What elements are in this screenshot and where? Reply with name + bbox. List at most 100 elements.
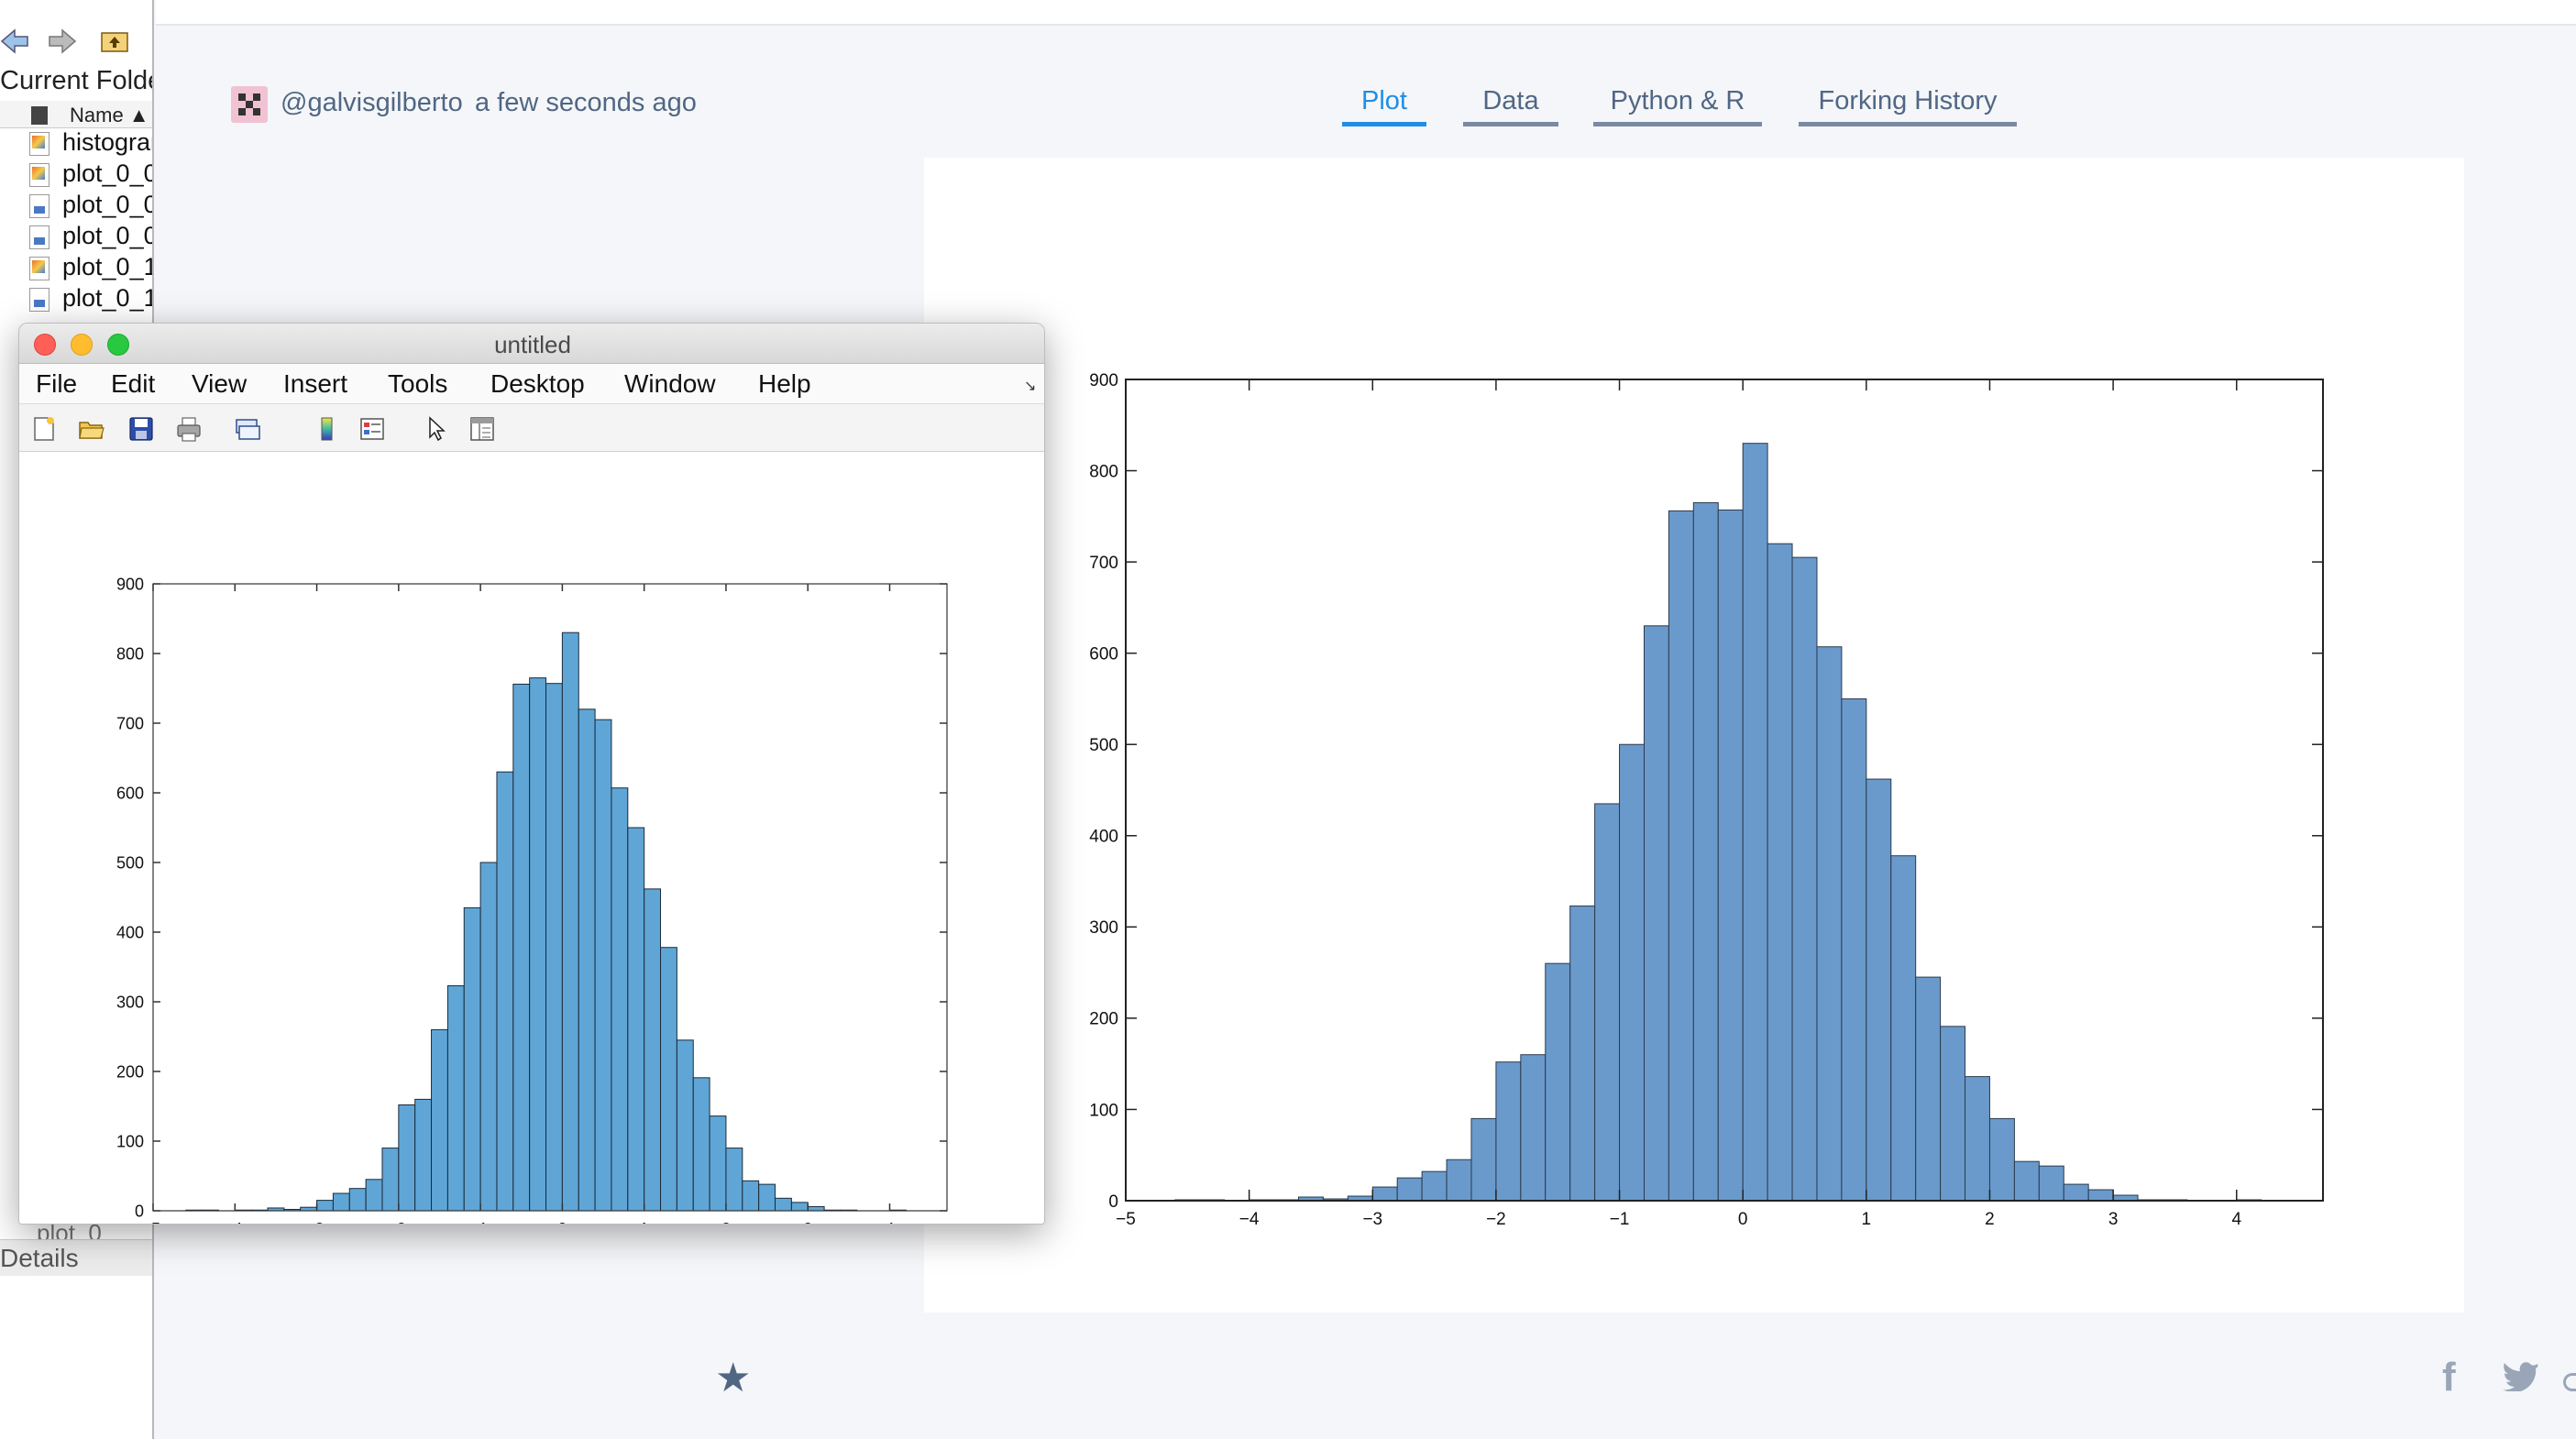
details-panel-header[interactable]: Details [0, 1239, 152, 1276]
matlab-figure-window: untitled File Edit View Insert Tools Des… [18, 323, 1045, 1225]
histogram-bar [1520, 1054, 1547, 1202]
avatar[interactable] [231, 86, 268, 123]
histogram-bar [1495, 1061, 1522, 1202]
histogram-bar [446, 985, 465, 1212]
colorbar-icon[interactable] [313, 415, 340, 443]
new-figure-icon[interactable] [30, 415, 58, 443]
histogram-bar [529, 677, 547, 1212]
edit-plot-cursor-icon[interactable] [423, 415, 450, 443]
x-tick-label: −1 [1610, 1210, 1630, 1229]
file-name: plot_0_0 [62, 191, 154, 218]
x-tick-label: 0 [1738, 1210, 1748, 1229]
y-tick-label: 800 [116, 644, 144, 663]
png-file-icon [29, 194, 50, 218]
facebook-icon[interactable]: f [2442, 1355, 2456, 1400]
star-icon[interactable]: ★ [715, 1356, 752, 1401]
histogram-bar [1421, 1170, 1448, 1202]
histogram-bar [790, 1202, 809, 1212]
histogram-bar [692, 1077, 710, 1212]
file-name: plot_0_1 [62, 284, 154, 312]
open-file-icon[interactable] [78, 415, 105, 443]
menu-view[interactable]: View [192, 369, 248, 398]
file-type-icon [31, 106, 48, 125]
maximize-window-icon[interactable] [107, 334, 129, 356]
tab-python-r[interactable]: Python & R [1593, 86, 1762, 126]
menu-edit[interactable]: Edit [111, 369, 156, 398]
top-bar [156, 0, 2576, 26]
histogram-bar [463, 906, 481, 1212]
file-row[interactable]: plot_0_0 [0, 159, 152, 191]
matlab-histogram[interactable]: -5 -4 -3 -2 -1 0 1 2 3 4 0 100 200 300 400 500 600 700 800… [19, 454, 1045, 1225]
y-tick-label: 300 [1089, 918, 1118, 938]
histogram-bar [398, 1104, 416, 1212]
histogram-bar [1470, 1117, 1497, 1202]
histogram-bar [1816, 646, 1843, 1202]
y-tick-label: 400 [1089, 828, 1118, 847]
histogram-bar [512, 683, 531, 1212]
tab-plot[interactable]: Plot [1342, 86, 1426, 126]
up-folder-icon[interactable] [99, 27, 130, 55]
histogram-bar [479, 862, 498, 1212]
histogram-bar [1545, 962, 1571, 1202]
histogram-bar [2038, 1165, 2064, 1202]
menu-file[interactable]: File [36, 369, 78, 398]
tab-data[interactable]: Data [1463, 86, 1558, 126]
histogram-bar [348, 1188, 367, 1212]
histogram-bar [644, 888, 662, 1212]
menu-desktop[interactable]: Desktop [490, 369, 585, 398]
file-row[interactable]: plot_0_1 [0, 284, 154, 315]
tab-forking-history[interactable]: Forking History [1799, 86, 2017, 126]
username-link[interactable]: @galvisgilberto [281, 88, 463, 117]
x-tick-label: −4 [1239, 1210, 1260, 1229]
back-arrow-icon[interactable] [0, 27, 31, 55]
property-inspector-icon[interactable] [468, 415, 496, 443]
print-icon[interactable] [175, 415, 203, 443]
dock-arrow-icon[interactable]: ↘ [1024, 379, 1037, 394]
twitter-icon[interactable] [2503, 1360, 2539, 1391]
x-tick-label: 2 [721, 1220, 731, 1225]
forward-arrow-icon[interactable] [46, 27, 77, 55]
figure-canvas: -5 -4 -3 -2 -1 0 1 2 3 4 0 100 200 300 400 500 600 700 800… [19, 454, 1045, 1225]
y-tick-label: 900 [116, 575, 144, 593]
histogram-bar [1767, 543, 1793, 1202]
histogram-bar [1791, 556, 1818, 1202]
histogram-bar [709, 1115, 727, 1212]
menu-insert[interactable]: Insert [283, 369, 348, 398]
histogram-bar [365, 1179, 383, 1212]
y-tick-label: 400 [116, 923, 144, 941]
figure-title-bar[interactable]: untitled [19, 324, 1044, 364]
y-tick-label: 0 [135, 1202, 144, 1220]
histogram-bar [725, 1148, 743, 1212]
x-tick-label: -4 [227, 1220, 242, 1225]
histogram-bar [611, 787, 629, 1212]
name-column-header[interactable]: Name ▲ [0, 101, 152, 128]
histogram-bar [1643, 625, 1669, 1202]
plotly-histogram[interactable]: −5 −4 −3 −2 −1 0 1 2 3 4 0 100 200 300 400 500 600 700 800… [924, 158, 2464, 1313]
link-icon[interactable] [2563, 1373, 2576, 1391]
menu-help[interactable]: Help [758, 369, 811, 398]
histogram-bar [1742, 443, 1768, 1202]
histogram-bar [1371, 1186, 1398, 1202]
save-icon[interactable] [127, 415, 155, 443]
legend-icon[interactable] [358, 415, 386, 443]
close-window-icon[interactable] [34, 334, 56, 356]
menu-window[interactable]: Window [624, 369, 716, 398]
minimize-window-icon[interactable] [71, 334, 93, 356]
file-row[interactable]: histogram [0, 128, 152, 159]
plot-card: −5 −4 −3 −2 −1 0 1 2 3 4 0 100 200 300 400 500 600 700 800… [924, 158, 2464, 1313]
x-tick-label: -3 [310, 1220, 325, 1225]
file-row[interactable]: plot_0_0 [0, 191, 154, 222]
x-tick-label: 0 [557, 1220, 567, 1225]
figure-toolbar [19, 404, 1044, 452]
y-tick-label: 700 [116, 714, 144, 732]
histogram-bar [1866, 778, 1892, 1202]
file-row[interactable]: plot_0_0 [0, 222, 152, 253]
y-tick-label: 700 [1089, 554, 1118, 573]
x-tick-label: 4 [2231, 1210, 2241, 1229]
histogram-bar [1841, 698, 1867, 1202]
x-tick-label: 1 [640, 1220, 649, 1225]
file-row[interactable]: plot_0_1 [0, 253, 152, 284]
link-plot-icon[interactable] [234, 415, 261, 443]
menu-tools[interactable]: Tools [388, 369, 448, 398]
y-tick-label: 200 [116, 1062, 144, 1081]
